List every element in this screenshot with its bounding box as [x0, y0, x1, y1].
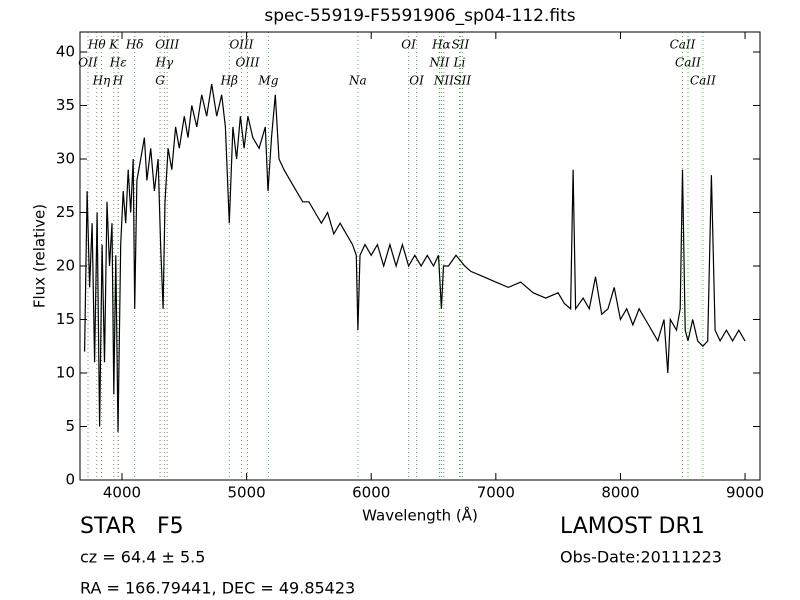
spectral-line-label: OIII	[235, 56, 259, 70]
spectral-line-label: Mg	[257, 74, 278, 88]
x-tick-label: 9000	[726, 484, 764, 502]
spectrum-line	[84, 84, 746, 432]
spectral-line-label: Hθ	[87, 38, 106, 52]
object-class: STAR F5	[80, 514, 184, 539]
spectral-line-label: Hα	[431, 38, 451, 52]
y-axis-label: Flux (relative)	[31, 204, 49, 308]
spectral-line-label: CaII	[690, 74, 716, 88]
spectral-line-label: Hε	[109, 56, 127, 70]
spectral-line-label: OI	[409, 74, 424, 88]
y-tick-label: 25	[56, 203, 75, 221]
y-tick-label: 35	[56, 96, 75, 114]
x-tick-label: 7000	[477, 484, 515, 502]
spectral-line-label: OIII	[155, 38, 179, 52]
y-tick-label: 5	[65, 417, 75, 435]
x-tick-label: 4000	[103, 484, 141, 502]
spectral-line-label: Li	[453, 56, 466, 70]
y-tick-label: 0	[65, 471, 75, 489]
x-axis-label: Wavelength (Å)	[362, 506, 478, 525]
spectral-line-label: CaII	[670, 38, 696, 52]
plot-frame	[79, 31, 761, 481]
y-tick-label: 40	[56, 43, 75, 61]
spectral-line-label: OI	[401, 38, 416, 52]
spectral-line-label: OII	[78, 56, 98, 70]
chart-title: spec-55919-F5591906_sp04-112.fits	[264, 6, 575, 26]
spectral-line-label: G	[155, 74, 165, 88]
spectral-line-label: Na	[348, 74, 367, 88]
spectral-line-label: NII	[433, 74, 454, 88]
y-tick-label: 15	[56, 310, 75, 328]
spectral-line-label: Hη	[92, 74, 111, 88]
spectral-line-label: H	[112, 74, 124, 88]
x-tick-label: 6000	[352, 484, 390, 502]
obs-date: Obs-Date:20111223	[560, 548, 722, 567]
redshift: cz = 64.4 ± 5.5	[80, 548, 205, 567]
spectral-line-label: Hδ	[125, 38, 144, 52]
spectral-line-label: NII	[429, 56, 450, 70]
y-tick-label: 20	[56, 257, 75, 275]
spectral-line-label: SII	[452, 38, 470, 52]
spectral-line-label: Hγ	[155, 56, 174, 70]
x-tick-label: 5000	[228, 484, 266, 502]
spectral-line-label: OIII	[229, 38, 253, 52]
spectral-line-label: CaII	[675, 56, 701, 70]
y-tick-label: 30	[56, 150, 75, 168]
spectral-line-label: SII	[453, 74, 471, 88]
survey: LAMOST DR1	[560, 514, 705, 539]
x-tick-label: 8000	[601, 484, 639, 502]
spectral-line-label: K	[108, 38, 119, 52]
spectral-line-label: Hβ	[220, 74, 238, 88]
coordinates: RA = 166.79441, DEC = 49.85423	[80, 579, 355, 598]
y-tick-label: 10	[56, 364, 75, 382]
